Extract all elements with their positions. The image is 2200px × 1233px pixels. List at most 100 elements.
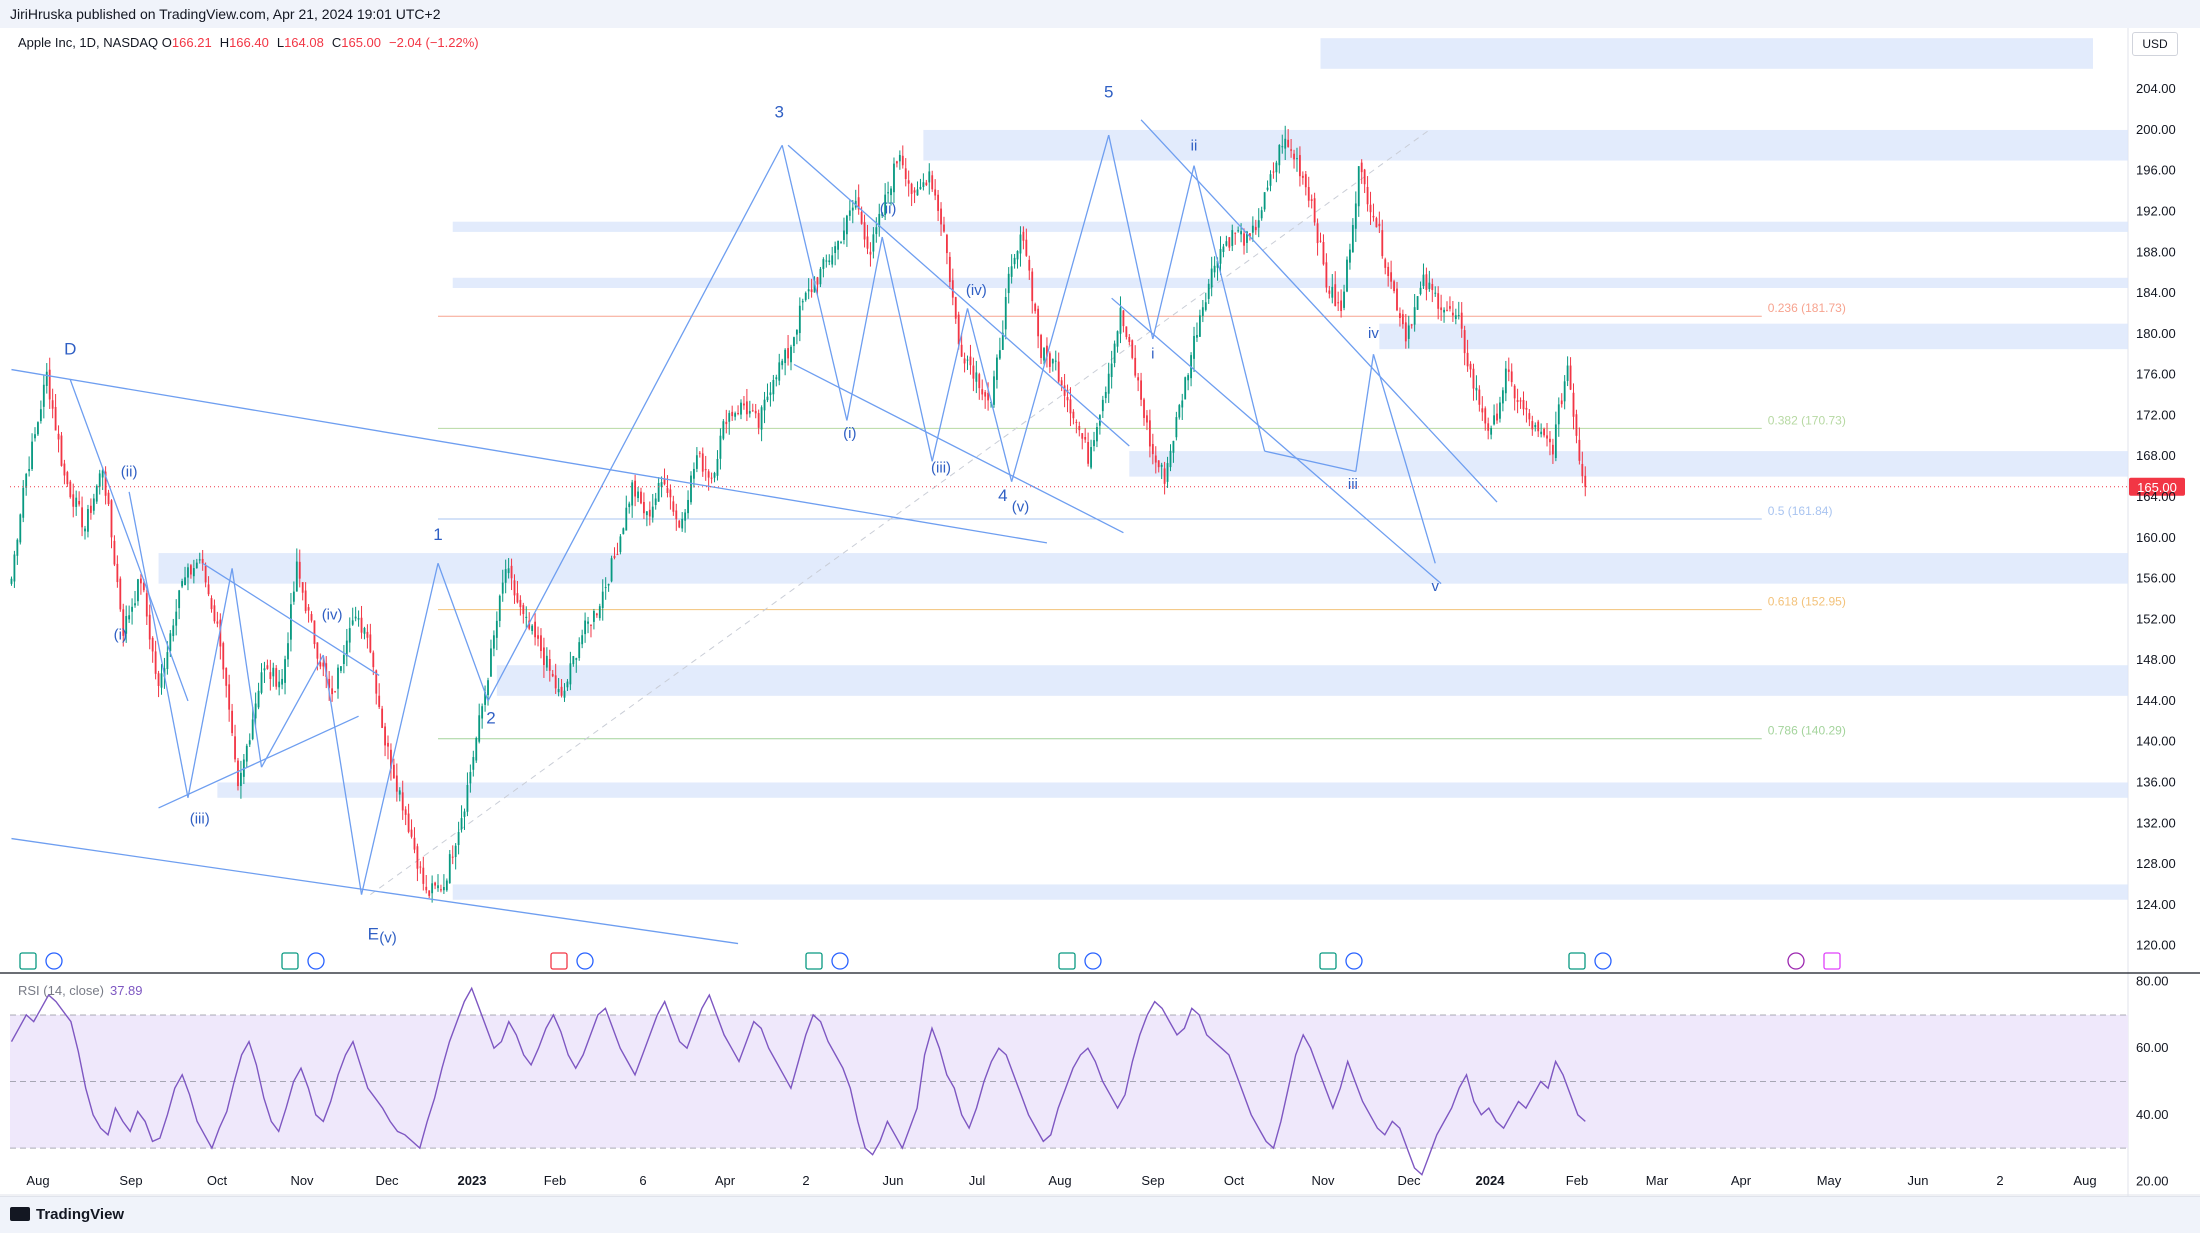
candle-body bbox=[448, 854, 451, 884]
time-axis-tick: Jun bbox=[1908, 1173, 1929, 1188]
trendline[interactable] bbox=[1140, 119, 1498, 503]
trendline[interactable] bbox=[1264, 450, 1356, 473]
trendline[interactable] bbox=[322, 654, 363, 895]
candle-body bbox=[1251, 225, 1254, 233]
trendline[interactable] bbox=[11, 837, 739, 945]
trendline[interactable] bbox=[11, 368, 1048, 544]
dividend-marker-icon[interactable] bbox=[45, 952, 63, 970]
earnings-marker-icon[interactable] bbox=[19, 952, 37, 970]
candle-body bbox=[1110, 363, 1113, 378]
trendline[interactable] bbox=[1193, 165, 1266, 452]
candle-body bbox=[1393, 281, 1395, 292]
elliott-wave-label: (i) bbox=[843, 425, 856, 442]
candle-body bbox=[178, 590, 181, 609]
candle-body bbox=[1249, 233, 1251, 237]
trendline[interactable] bbox=[1108, 134, 1154, 340]
candle-body bbox=[1466, 352, 1469, 367]
dividend-marker-icon[interactable] bbox=[576, 952, 594, 970]
candle-body bbox=[1128, 336, 1131, 342]
trendline[interactable] bbox=[787, 144, 1130, 447]
trendline[interactable] bbox=[846, 236, 883, 421]
dividend-marker-icon[interactable] bbox=[1084, 952, 1102, 970]
trendline[interactable] bbox=[781, 145, 848, 421]
candle-body bbox=[92, 498, 95, 511]
trendline[interactable] bbox=[1372, 354, 1436, 564]
candle-body bbox=[472, 757, 475, 770]
dividend-marker-icon[interactable] bbox=[1594, 952, 1612, 970]
candle-body bbox=[381, 708, 384, 728]
trendline[interactable] bbox=[231, 568, 263, 768]
candle-body bbox=[1072, 411, 1075, 419]
candle-body bbox=[666, 488, 669, 493]
candle-body bbox=[963, 358, 966, 364]
tradingview-logo[interactable]: TradingView bbox=[10, 1206, 124, 1223]
candle-body bbox=[1460, 312, 1463, 329]
time-axis-tick: 2 bbox=[1996, 1173, 2003, 1188]
dividend-marker-icon[interactable] bbox=[831, 952, 849, 970]
earnings-marker-icon[interactable] bbox=[1058, 952, 1076, 970]
candle-body bbox=[1007, 273, 1010, 294]
trendline[interactable] bbox=[793, 363, 1124, 534]
split-marker-icon[interactable] bbox=[1787, 952, 1805, 970]
elliott-wave-label: 1 bbox=[433, 525, 442, 544]
candle-body bbox=[1287, 139, 1290, 147]
trendline[interactable] bbox=[931, 308, 969, 462]
candle-body bbox=[1360, 162, 1363, 173]
currency-button[interactable]: USD bbox=[2132, 32, 2178, 56]
candle-body bbox=[1537, 421, 1540, 432]
candle-body bbox=[1437, 293, 1440, 309]
trendline[interactable] bbox=[69, 379, 189, 702]
candle-body bbox=[525, 616, 528, 619]
trendline[interactable] bbox=[187, 568, 233, 798]
tradingview-brand: TradingView bbox=[36, 1206, 125, 1223]
candle-body bbox=[66, 472, 69, 485]
candle-body bbox=[648, 509, 651, 517]
candle-body bbox=[922, 182, 925, 188]
price-axis-tick: 180.00 bbox=[2136, 326, 2176, 341]
trendline[interactable] bbox=[881, 236, 933, 462]
trendline[interactable] bbox=[158, 715, 359, 809]
candle-body bbox=[1216, 260, 1219, 268]
earnings-marker-icon[interactable] bbox=[281, 952, 299, 970]
trendline[interactable] bbox=[128, 491, 189, 798]
trendline[interactable] bbox=[1111, 297, 1442, 585]
candle-body bbox=[1569, 365, 1572, 390]
trendline[interactable] bbox=[487, 144, 783, 702]
dividend-marker-icon[interactable] bbox=[1345, 952, 1363, 970]
candle-body bbox=[716, 458, 719, 476]
candle-body bbox=[1504, 368, 1507, 394]
trendline[interactable] bbox=[437, 563, 489, 702]
price-chart[interactable]: 0.236 (181.73) 0.382 (170.73) 0.5 (161.84)… bbox=[0, 28, 2200, 1196]
trendline[interactable] bbox=[1011, 134, 1110, 482]
elliott-wave-label: 2 bbox=[486, 708, 495, 727]
candle-body bbox=[1475, 387, 1478, 391]
trendline[interactable] bbox=[1152, 165, 1195, 340]
dividend-marker-icon[interactable] bbox=[307, 952, 325, 970]
trendline[interactable] bbox=[360, 563, 439, 895]
candle-body bbox=[825, 260, 828, 262]
chart-frame[interactable]: 0.236 (181.73) 0.382 (170.73) 0.5 (161.84)… bbox=[0, 28, 2200, 1196]
earnings-marker-icon[interactable] bbox=[805, 952, 823, 970]
time-axis-tick: Apr bbox=[715, 1173, 736, 1188]
candle-body bbox=[940, 208, 942, 225]
candle-body bbox=[654, 498, 657, 506]
candle-body bbox=[725, 421, 728, 425]
trendline[interactable] bbox=[1355, 354, 1375, 472]
close-label: C bbox=[331, 35, 342, 50]
trendline[interactable] bbox=[202, 562, 380, 676]
earnings-marker-icon[interactable] bbox=[550, 952, 568, 970]
candle-body bbox=[1499, 402, 1501, 419]
trendline[interactable] bbox=[260, 654, 324, 768]
candle-body bbox=[1107, 373, 1110, 394]
candle-body bbox=[1578, 439, 1581, 461]
earnings-marker-icon[interactable] bbox=[1319, 952, 1337, 970]
candle-body bbox=[828, 260, 831, 263]
upcoming-earnings-icon[interactable] bbox=[1823, 952, 1841, 970]
candle-body bbox=[1040, 335, 1042, 358]
candle-body bbox=[1401, 314, 1404, 325]
trendline[interactable] bbox=[966, 308, 1013, 482]
candle-body bbox=[1019, 234, 1022, 254]
earnings-marker-icon[interactable] bbox=[1568, 952, 1586, 970]
candle-body bbox=[960, 344, 963, 357]
time-axis-tick: Nov bbox=[290, 1173, 314, 1188]
